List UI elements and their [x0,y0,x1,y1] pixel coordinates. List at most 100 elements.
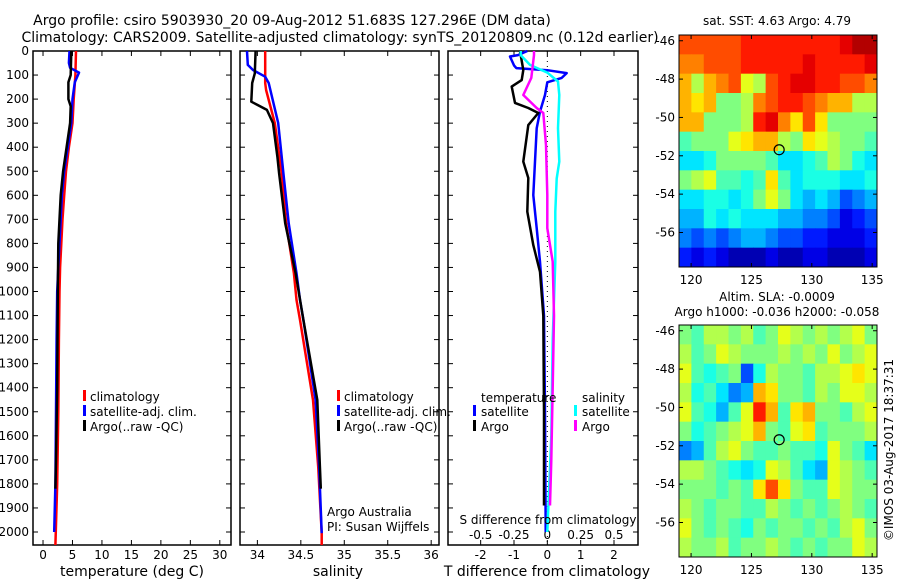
s-diff-tick-label: 0.25 [567,528,594,542]
map-cell [802,35,816,55]
map-cell [728,247,742,268]
map-cell [864,209,878,229]
depth-tick-label: 1300 [0,357,29,371]
map-cell [790,518,804,539]
map-cell [728,363,742,384]
map-cell [753,460,767,481]
map-cell [815,73,828,94]
map-cell [802,402,816,423]
map-cell [716,35,729,55]
map-cell [815,189,828,210]
map-cell [716,325,729,345]
plot-frame [239,50,440,546]
map-cell [790,247,804,268]
map-cell [839,93,853,113]
map-cell [839,247,853,268]
map-cell [716,518,729,539]
map-cell [716,54,729,75]
map-cell [703,421,717,442]
map-cell [753,421,767,442]
x-tick-label: 10 [94,548,109,562]
depth-tick-label: 400 [6,140,29,154]
map-cell [864,441,878,461]
map-cell [778,537,791,558]
map-cell [691,170,705,191]
legend-swatch-satellite [337,405,340,416]
map-cell [691,344,705,365]
map-cell [778,518,791,539]
map-cell [728,35,742,55]
x-tick-label: 35 [337,548,352,562]
map-cell [691,421,705,442]
lat-tick-label: -56 [655,225,675,239]
map-cell [815,228,828,249]
map-cell [864,93,878,113]
lon-tick-label: 135 [861,273,884,287]
series-s-argo [522,51,556,506]
map-cell [740,325,754,345]
map-cell [802,54,816,75]
map-cell [815,499,828,519]
map-cell [827,73,841,94]
map-cell [679,383,692,403]
map-cell [765,518,779,539]
map-cell [827,383,841,403]
lat-tick-label: -54 [655,477,675,491]
map-cell [827,363,841,384]
legend-argo: Argo(..raw -QC) [344,420,437,434]
temperature-legend: climatology satellite-adj. clim. Argo(..… [83,390,197,434]
map-cell [765,112,779,133]
map-cell [728,499,742,519]
map-cell [679,499,692,519]
map-cell [815,35,828,55]
legend-swatch-satellite [83,405,86,416]
title-line-1: Argo profile: csiro 5903930_20 09-Aug-20… [33,13,551,29]
map-cell [716,131,729,152]
map-cell [815,441,828,461]
map-cell [679,228,692,249]
map-cell [778,209,791,229]
map-cell [703,479,717,500]
series-t-argo [510,50,546,506]
series-argo [250,50,323,489]
lon-tick-label: 120 [680,563,703,577]
map-cell [728,151,742,171]
map-cell [740,189,754,210]
map-cell [802,247,816,268]
map-cell [679,441,692,461]
map-cell [740,363,754,384]
map-cell [839,460,853,481]
map-cell [716,93,729,113]
lat-tick-label: -54 [655,187,675,201]
map-cell [753,247,767,268]
map-cell [753,112,767,133]
map-cell [716,537,729,558]
map-cell [852,402,866,423]
map-frame [678,324,878,558]
map-cell [716,421,729,442]
lon-tick-label: 125 [740,563,763,577]
map-cell [691,363,705,384]
map-cell [703,247,717,268]
map-cell [864,518,878,539]
map-cell [728,325,742,345]
map-cell [753,73,767,94]
map-cell [691,499,705,519]
map-cell [802,441,816,461]
map-cell [728,170,742,191]
depth-tick-label: 700 [6,212,29,226]
map-cell [765,131,779,152]
depth-tick-label: 1900 [0,501,29,515]
map-cell [703,363,717,384]
map-cell [827,499,841,519]
map-cell [765,35,779,55]
map-cell [827,479,841,500]
salinity-profile-panel: 34 34.5 35 35.5 36 [239,50,440,562]
map-cell [679,131,692,152]
map-cell [679,93,692,113]
map-cell [790,363,804,384]
x-tick-label: 25 [183,548,198,562]
depth-tick-label: 1600 [0,429,29,443]
map-cell [839,54,853,75]
map-cell [753,93,767,113]
